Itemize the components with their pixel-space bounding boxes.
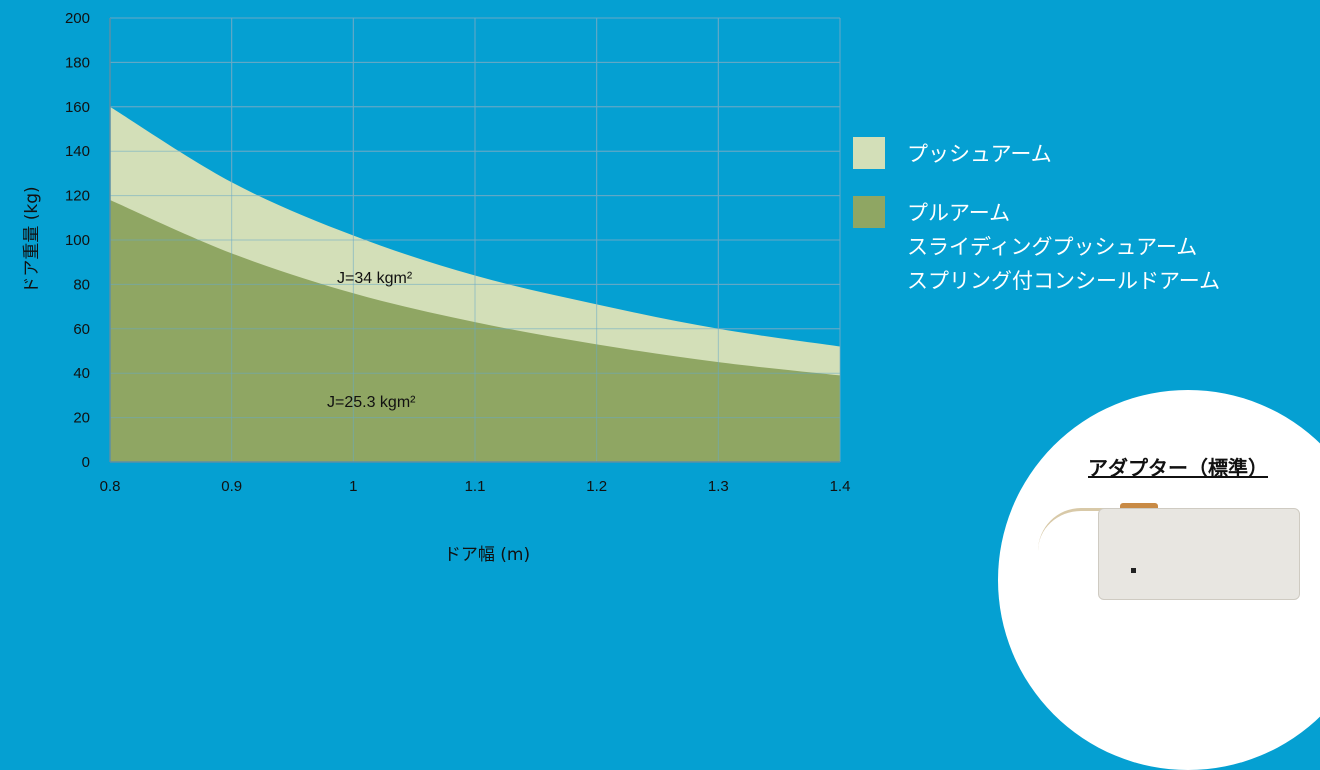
legend-swatch xyxy=(853,196,885,228)
y-axis-title: ドア重量 (kg) xyxy=(22,186,42,293)
legend-labels: プッシュアーム xyxy=(907,137,1052,171)
adapter-cable xyxy=(1038,508,1158,551)
adapter-led-icon xyxy=(1131,568,1136,573)
x-tick-label: 1.3 xyxy=(708,478,729,495)
y-tick-label: 40 xyxy=(73,365,90,382)
legend-item-push-arm: プッシュアーム xyxy=(853,137,1052,171)
legend-item-pull-arm: プルアームスライディングプッシュアーム スプリング付コンシールドアーム xyxy=(853,196,1220,298)
x-axis-title: ドア幅 (m) xyxy=(444,545,530,565)
x-tick-label: 0.8 xyxy=(100,478,121,495)
adapter-photo-icon xyxy=(1098,508,1300,600)
annotations: J=34 kgm² J=25.3 kgm² xyxy=(327,270,416,411)
y-tick-label: 80 xyxy=(73,276,90,293)
y-tick-labels: 0 20 40 60 80 100 120 140 160 180 200 xyxy=(65,10,90,471)
legend-label: スプリング付コンシールドアーム xyxy=(907,269,1221,293)
y-tick-label: 200 xyxy=(65,10,90,27)
y-tick-label: 100 xyxy=(65,232,90,249)
legend-label: プッシュアーム xyxy=(907,142,1052,166)
legend-label: プルアーム xyxy=(907,201,1011,225)
y-tick-label: 20 xyxy=(73,410,90,427)
series-annotation: J=34 kgm² xyxy=(337,270,413,287)
series-annotation: J=25.3 kgm² xyxy=(327,394,416,411)
chart: 0.8 0.9 1 1.1 1.2 1.3 1.4 0 20 40 60 80 100 120 140 16… xyxy=(22,10,851,565)
grid-overlay xyxy=(109,17,841,463)
y-tick-label: 60 xyxy=(73,321,90,338)
x-tick-label: 0.9 xyxy=(221,478,242,495)
adapter-title: アダプター（標準） xyxy=(1088,456,1268,480)
y-tick-label: 0 xyxy=(82,454,90,471)
legend-labels: プルアームスライディングプッシュアーム スプリング付コンシールドアーム xyxy=(907,196,1220,298)
legend-swatch xyxy=(853,137,885,169)
y-tick-label: 160 xyxy=(65,99,90,116)
adapter-inset: アダプター（標準） xyxy=(998,390,1320,770)
legend-label: スライディングプッシュアーム xyxy=(907,235,1198,259)
x-tick-label: 1.2 xyxy=(586,478,607,495)
x-tick-label: 1 xyxy=(349,478,357,495)
x-tick-labels: 0.8 0.9 1 1.1 1.2 1.3 1.4 xyxy=(100,478,851,495)
y-tick-label: 120 xyxy=(65,188,90,205)
x-tick-label: 1.1 xyxy=(465,478,486,495)
y-tick-label: 180 xyxy=(65,54,90,71)
y-tick-label: 140 xyxy=(65,143,90,160)
x-tick-label: 1.4 xyxy=(830,478,851,495)
